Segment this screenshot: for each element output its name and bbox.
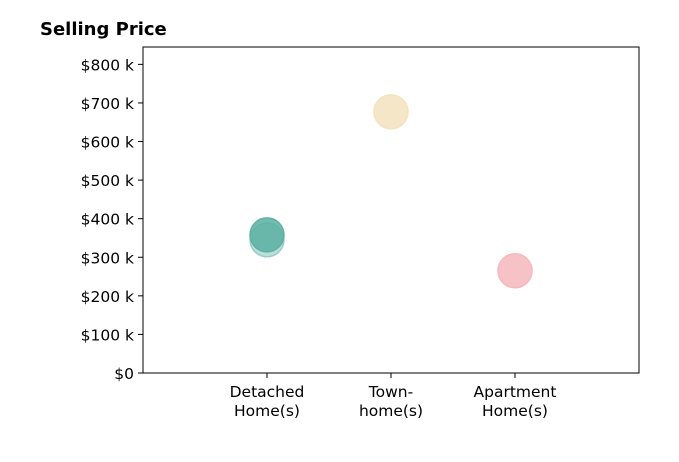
x-tick-label-line: Town- bbox=[368, 383, 413, 401]
y-tick-label: $100 k bbox=[81, 326, 134, 344]
x-tick-label-line: Home(s) bbox=[234, 402, 300, 420]
y-tick-label: $0 bbox=[114, 365, 134, 383]
y-tick-label: $800 k bbox=[81, 56, 134, 74]
y-tick-label: $600 k bbox=[81, 134, 134, 152]
data-point bbox=[249, 217, 285, 253]
data-point bbox=[497, 253, 533, 289]
x-tick-label-line: home(s) bbox=[359, 402, 423, 420]
x-axis: Detached Home(s)Town-home(s)Apartment Home… bbox=[230, 373, 557, 420]
y-axis: $0 $100 k $200 k $300 k $400 k $500 k $600 k $7… bbox=[81, 56, 143, 383]
x-tick-label: Town-home(s) bbox=[359, 383, 423, 420]
y-tick-label: $700 k bbox=[81, 95, 134, 113]
y-tick-label: $500 k bbox=[81, 172, 134, 190]
x-tick-label-line: Detached bbox=[230, 383, 305, 401]
x-tick-label: Apartment Home(s) bbox=[474, 383, 557, 420]
x-tick-label-line: Apartment bbox=[474, 383, 557, 401]
data-points bbox=[249, 94, 533, 289]
y-tick-label: $300 k bbox=[81, 249, 134, 267]
plot-area-frame bbox=[142, 46, 640, 374]
data-point bbox=[373, 94, 409, 130]
x-tick-label: Detached Home(s) bbox=[230, 383, 305, 420]
x-tick-label-line: Home(s) bbox=[482, 402, 548, 420]
y-tick-label: $400 k bbox=[81, 211, 134, 229]
chart-title: Selling Price bbox=[40, 19, 167, 40]
y-tick-label: $200 k bbox=[81, 288, 134, 306]
